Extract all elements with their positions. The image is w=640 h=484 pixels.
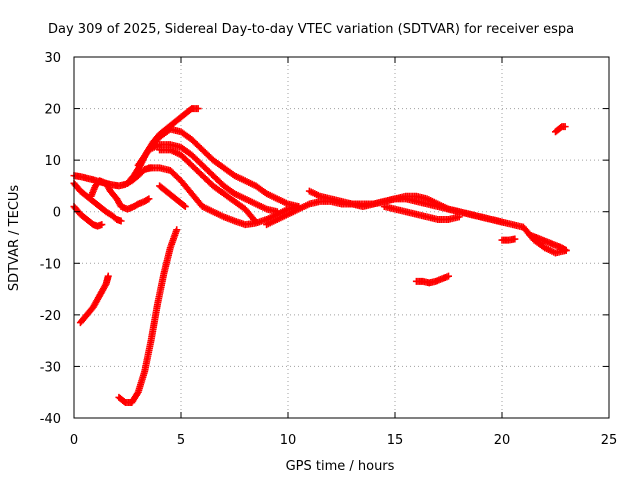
data-point: [117, 217, 125, 225]
x-tick-label: 25: [601, 433, 618, 448]
x-tick-label: 0: [70, 433, 78, 448]
data-point: [180, 202, 188, 210]
tick-layer: 0 5 10 15 20 25 -40 -30 -20 -10 0 10 20 30: [40, 51, 618, 448]
data-point: [561, 246, 569, 254]
series-arc-i: [145, 141, 281, 216]
series-arc-d: [87, 177, 153, 213]
x-tick-label: 15: [387, 433, 404, 448]
y-tick-label: -30: [40, 360, 61, 375]
series-arc-r: [526, 231, 570, 254]
plot-frame: [73, 56, 610, 419]
y-tick-label: -10: [40, 257, 61, 272]
data-point: [98, 221, 106, 229]
data-point: [181, 203, 189, 211]
series-arc-f: [115, 226, 181, 407]
data-point: [173, 226, 181, 234]
x-axis-label: GPS time / hours: [286, 459, 395, 474]
y-tick-label: -40: [40, 412, 61, 427]
series-arc-p: [412, 272, 452, 287]
data-point: [455, 213, 463, 221]
data-point: [445, 272, 452, 280]
data-point: [143, 196, 151, 204]
y-axis-label: SDTVAR / TECUs: [7, 185, 22, 292]
series-arc-j: [156, 146, 260, 226]
y-tick-label: -20: [40, 309, 61, 324]
data-point: [104, 272, 112, 280]
series-arc-k: [145, 164, 303, 229]
x-tick-label: 20: [494, 433, 511, 448]
data-point: [498, 218, 506, 226]
series-arc-o: [380, 203, 463, 223]
y-tick-label: 30: [44, 51, 61, 66]
series-arc-l: [156, 182, 189, 211]
data-point: [145, 195, 153, 203]
series-arc-s: [552, 123, 569, 136]
x-tick-label: 10: [280, 433, 297, 448]
series-arc-m: [263, 195, 570, 257]
x-tick-label: 5: [177, 433, 185, 448]
y-tick-label: 0: [53, 206, 61, 221]
series-arc-e: [76, 272, 112, 327]
data-layer: [70, 105, 570, 407]
data-point: [194, 105, 202, 113]
data-point: [562, 246, 570, 254]
data-point: [511, 235, 519, 243]
series-arc-n: [305, 187, 506, 226]
data-point: [133, 390, 141, 398]
series-arc-q: [498, 235, 519, 244]
data-point: [561, 123, 569, 131]
y-tick-label: 10: [44, 154, 61, 169]
y-tick-label: 20: [44, 103, 61, 118]
chart-title: Day 309 of 2025, Sidereal Day-to-day VTE…: [48, 22, 574, 37]
